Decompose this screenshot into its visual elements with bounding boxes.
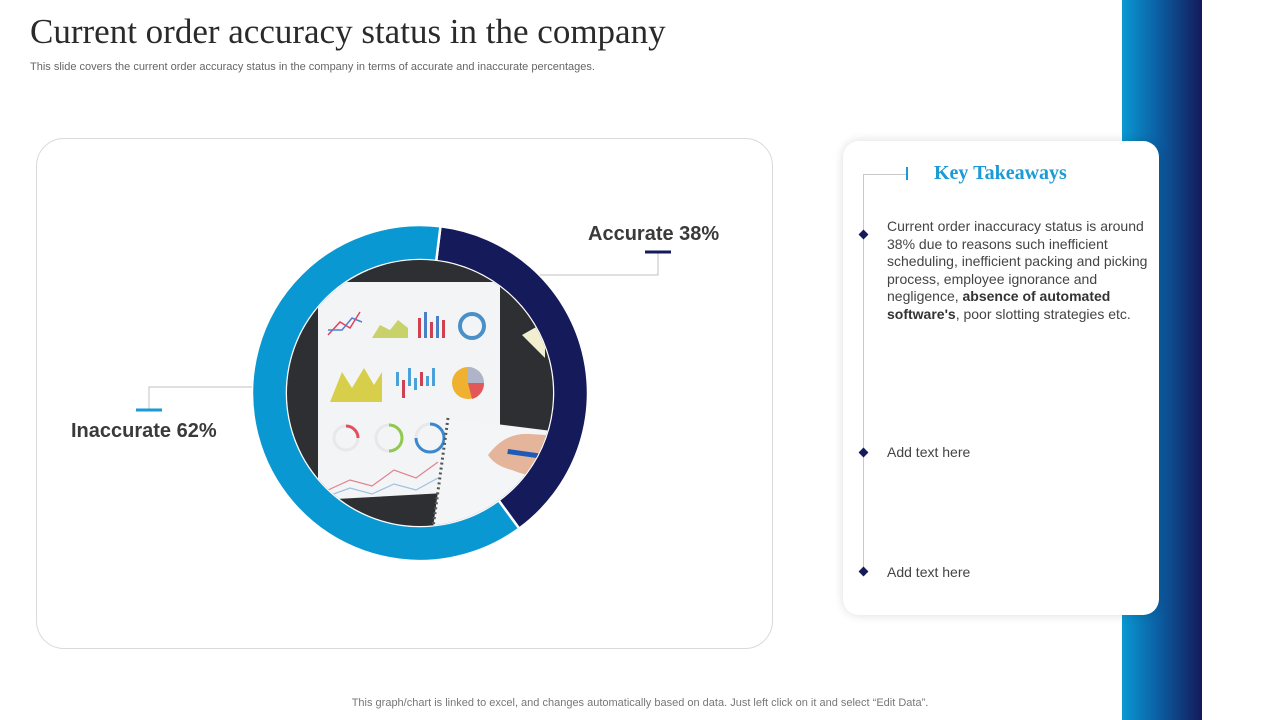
- inaccurate-data-label: Inaccurate 62%: [71, 420, 217, 442]
- center-photo: [287, 260, 553, 526]
- inaccurate-leader-line: [148, 386, 252, 409]
- takeaways-timeline: [863, 174, 864, 574]
- accurate-leader-line: [540, 253, 659, 276]
- page-subtitle: This slide covers the current order accu…: [30, 61, 595, 73]
- takeaway-item-3[interactable]: Add text here: [887, 564, 971, 580]
- footer-note: This graph/chart is linked to excel, and…: [351, 697, 929, 709]
- key-takeaways-title: Key Takeaways: [934, 162, 1067, 184]
- accurate-data-label: Accurate 38%: [588, 223, 720, 245]
- takeaways-connector: [863, 174, 907, 175]
- takeaways-title-tick: [906, 167, 908, 180]
- key-takeaways-card: [843, 141, 1159, 615]
- takeaway-item-2[interactable]: Add text here: [887, 444, 971, 460]
- page-title: Current order accuracy status in the com…: [30, 12, 666, 51]
- takeaway-item-1: Current order inaccuracy status is aroun…: [887, 218, 1148, 322]
